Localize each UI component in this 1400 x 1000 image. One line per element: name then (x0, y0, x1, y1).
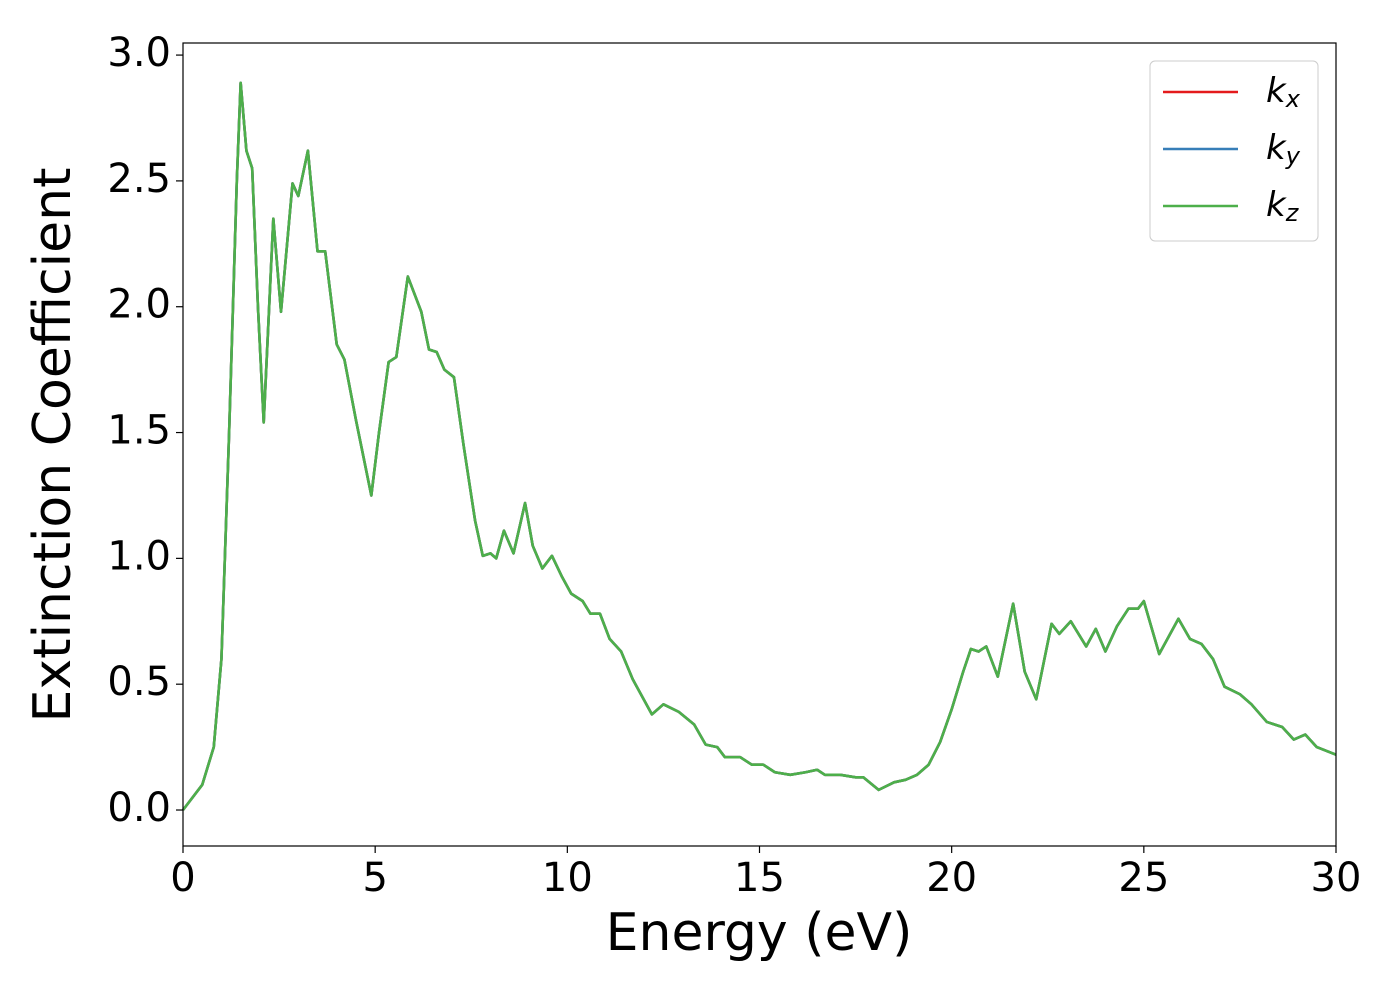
x-axis-label: Energy (eV) (606, 903, 913, 963)
x-tick-label: 20 (926, 855, 977, 901)
x-tick-label: 30 (1311, 855, 1362, 901)
legend-label: ky (1266, 128, 1301, 171)
y-axis-label: Extinction Coefficient (23, 168, 83, 723)
legend-label: kx (1266, 71, 1301, 114)
y-tick-label: 2.0 (107, 282, 171, 328)
x-tick-label: 10 (542, 855, 593, 901)
legend-box (1149, 60, 1319, 242)
y-tick-label: 1.0 (107, 533, 171, 579)
y-tick-label: 0.5 (107, 659, 171, 705)
axes-frame (182, 42, 1337, 847)
y-tick-label: 1.5 (107, 408, 171, 454)
y-tick-label: 0.0 (107, 785, 171, 831)
x-tick-label: 5 (362, 855, 387, 901)
data-line (181, 81, 1337, 811)
x-tick-label: 25 (1118, 855, 1169, 901)
x-tick-label: 15 (734, 855, 785, 901)
y-tick-label: 2.5 (107, 156, 171, 202)
x-tick-label: 0 (170, 855, 195, 901)
legend-label: kz (1266, 185, 1300, 228)
y-tick-label: 3.0 (107, 30, 171, 76)
